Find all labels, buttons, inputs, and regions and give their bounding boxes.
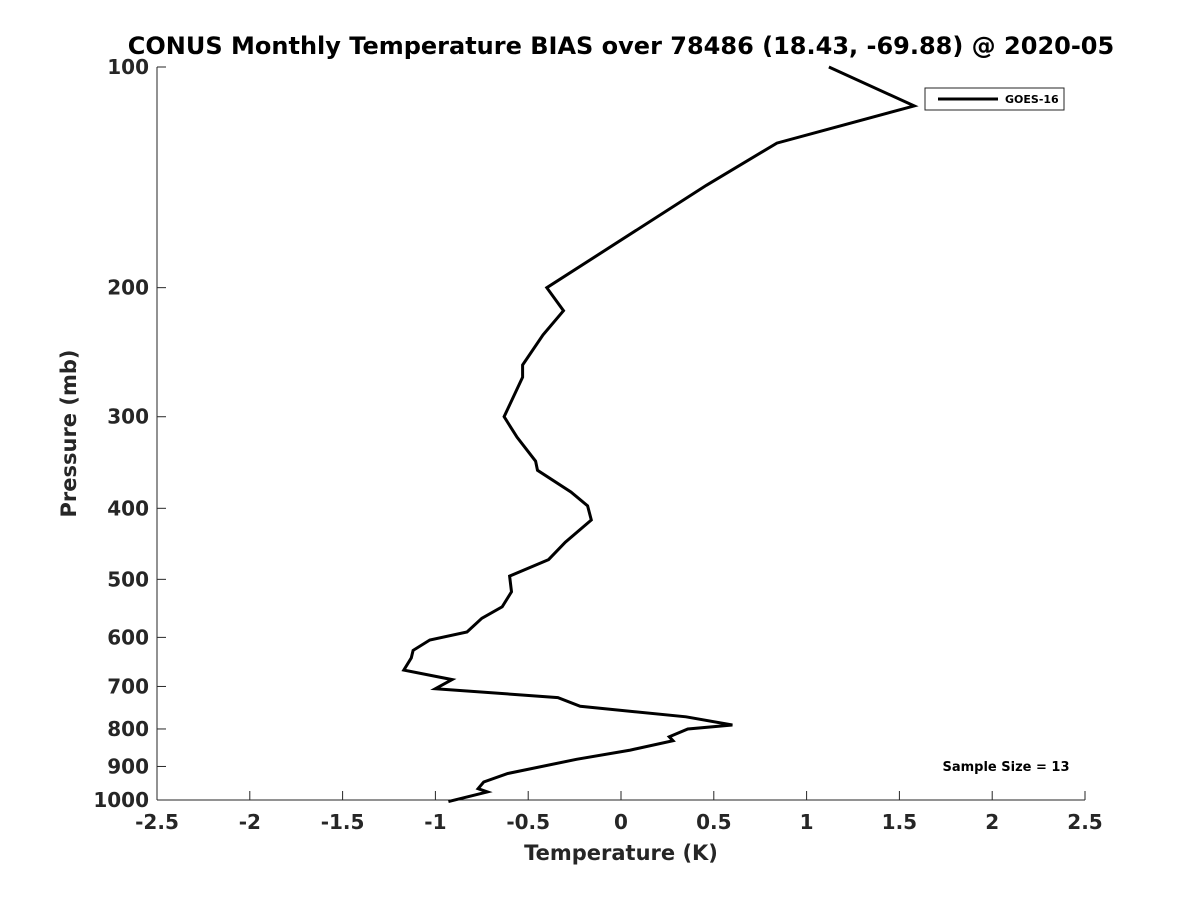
x-tick-label: 2.5 [1067,810,1102,834]
y-tick-label: 400 [107,496,149,520]
sample-size-annotation: Sample Size = 13 [942,760,1069,775]
y-tick-label: 900 [107,754,149,778]
x-tick-label: -2.5 [135,810,179,834]
x-tick-label: -0.5 [506,810,550,834]
x-tick-label: 1.5 [882,810,917,834]
plot-area [156,67,1085,801]
legend-label-goes-16: GOES-16 [1005,93,1059,106]
series-line-goes-16 [401,65,919,804]
legend: GOES-16 [924,87,1065,111]
y-tick-label: 600 [107,625,149,649]
chart-title: CONUS Monthly Temperature BIAS over 7848… [128,32,1114,60]
x-tick-label: -2 [239,810,261,834]
y-ticks: 100 200 300 400 500 600 700 800 900 1000 [93,55,166,812]
x-axis-label: Temperature (K) [524,841,718,865]
x-tick-label: 0.5 [696,810,731,834]
x-tick-label: -1.5 [321,810,365,834]
y-tick-label: 500 [107,567,149,591]
y-tick-label: 1000 [93,788,149,812]
y-tick-label: 200 [107,276,149,300]
x-ticks: -2.5 -2 -1.5 -1 -0.5 0 0.5 1 1.5 2 2.5 [135,791,1103,834]
x-tick-label: 1 [800,810,814,834]
x-tick-label: 0 [614,810,628,834]
series-layer [401,65,919,804]
y-tick-label: 100 [107,55,149,79]
y-tick-label: 700 [107,674,149,698]
y-tick-label: 300 [107,405,149,429]
x-tick-label: -1 [424,810,446,834]
y-axis-label: Pressure (mb) [57,350,81,518]
x-tick-label: 2 [985,810,999,834]
y-tick-label: 800 [107,717,149,741]
